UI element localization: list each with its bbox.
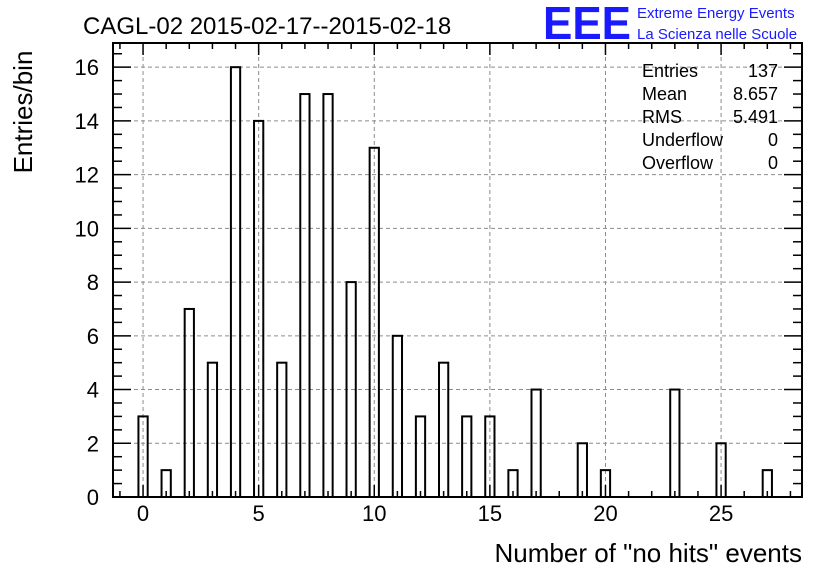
histogram-bar [206,361,219,498]
axis-ticks [113,43,802,498]
histogram-bar [183,307,195,498]
stats-underflow-label: Underflow [642,130,724,150]
histogram-bar [414,415,427,499]
histogram-bar [299,93,311,499]
histogram-bar [576,442,588,498]
logo-letters: EEE [543,0,631,49]
y-tick-label: 8 [87,270,99,295]
stats-mean-label: Mean [642,84,687,104]
y-tick-label: 12 [75,163,99,188]
stats-rms-value: 5.491 [733,107,778,127]
stats-box: Entries 137 Mean 8.657 RMS 5.491 Underfl… [642,61,778,173]
stats-overflow-label: Overflow [642,153,714,173]
histogram-bar [276,361,288,498]
stats-mean-value: 8.657 [733,84,778,104]
x-tick-label: 0 [137,501,149,526]
logo-line-1: Extreme Energy Events [637,5,795,22]
stats-entries-label: Entries [642,61,698,81]
x-tick-label: 10 [362,501,386,526]
histogram-bar [391,334,404,498]
grid-lines [113,43,802,497]
x-tick-label: 20 [593,501,617,526]
y-axis-label: Entries/bin [8,51,38,174]
plot-frame [112,42,803,498]
x-axis-label: Number of "no hits" events [495,538,803,568]
stats-rms-label: RMS [642,107,682,127]
x-tick-label: 15 [478,501,502,526]
y-tick-label: 6 [87,324,99,349]
y-tick-label: 0 [87,485,99,510]
chart-title: CAGL-02 2015-02-17--2015-02-18 [83,13,451,40]
x-tick-labels: 0 5 10 15 20 25 [137,501,733,526]
x-tick-label: 5 [253,501,265,526]
y-tick-labels: 0 2 4 6 8 10 12 14 16 [75,55,99,510]
histogram-bar [438,361,450,498]
y-tick-label: 16 [75,55,99,80]
stats-overflow-value: 0 [768,153,778,173]
y-tick-label: 10 [75,216,99,241]
stats-underflow-value: 0 [768,130,778,150]
stats-entries-value: 137 [748,61,778,81]
y-tick-label: 4 [87,378,99,403]
eee-logo: EEE Extreme Energy Events La Scienza nel… [543,0,797,49]
y-tick-label: 14 [75,109,99,134]
logo-line-2: La Scienza nelle Scuole [637,26,797,43]
y-tick-label: 2 [87,431,99,456]
histogram-bar [461,415,473,499]
histogram-bar [322,93,334,499]
x-tick-label: 25 [709,501,733,526]
